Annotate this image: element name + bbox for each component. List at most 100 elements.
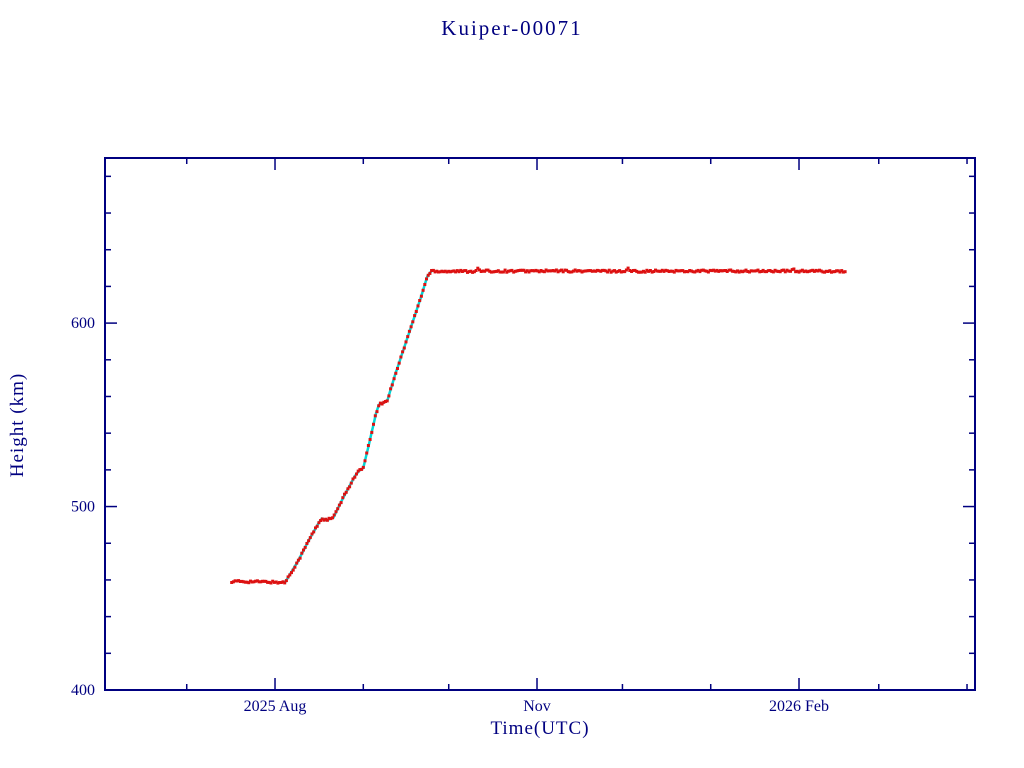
data-point [295,561,299,565]
data-point [759,270,763,273]
data-point [430,269,434,272]
data-point [736,269,739,273]
data-point [669,269,673,273]
data-point [689,269,693,273]
data-point [240,579,244,583]
data-point [695,269,698,273]
data-point [428,271,432,275]
data-point [319,519,323,522]
data-point [720,269,724,273]
data-point [828,269,832,273]
data-point [751,269,755,273]
data-point [271,579,275,583]
data-point [481,269,485,273]
data-point [613,269,616,273]
data-point [238,580,242,583]
data-point [727,268,731,272]
data-point [768,269,772,272]
data-point [763,270,767,274]
data-point [686,270,690,274]
data-point [594,269,598,273]
data-point [841,270,845,274]
data-point [317,521,321,525]
y-tick-label: 600 [71,315,95,332]
data-point [741,270,745,274]
x-tick-label: 2026 Feb [769,698,829,715]
data-point [672,270,676,274]
data-point [401,350,405,354]
data-point [353,475,357,479]
y-tick-label: 400 [71,682,95,699]
data-point [722,269,726,273]
data-point [592,269,596,273]
data-point [570,270,574,274]
data-point [676,269,680,273]
data-point [749,269,753,273]
data-point [450,269,454,273]
data-point [443,269,447,273]
plot-frame [104,157,976,691]
data-point [664,268,668,272]
data-point [411,320,415,324]
data-point [621,270,625,274]
data-point [312,530,316,534]
data-point [483,269,487,273]
data-point [626,266,630,270]
data-point [288,573,292,577]
data-point [657,269,661,273]
data-point [568,270,572,274]
data-point [683,270,686,274]
data-point [414,310,418,313]
data-point [382,400,386,404]
data-point [259,580,263,584]
data-point [614,270,618,274]
data-point [445,270,449,274]
data-point [744,268,748,272]
data-point [290,571,293,575]
data-point [546,269,550,273]
data-point [703,269,707,273]
data-point [698,270,702,274]
data-point [457,270,461,274]
data-point [531,269,534,273]
data-point [459,268,463,272]
data-point [633,268,637,272]
data-point [580,270,584,274]
data-point [710,269,714,273]
data-point [804,269,808,273]
data-point [590,269,594,273]
data-point [542,270,546,274]
data-point [325,518,329,522]
data-point [310,532,314,536]
data-point [231,580,235,584]
data-point [826,270,830,273]
data-point [604,269,608,273]
data-point [652,270,656,273]
data-point [544,268,548,272]
data-point [831,270,835,274]
data-point [286,575,290,579]
data-point [419,294,423,298]
data-point [416,304,420,308]
data-point [611,269,615,273]
data-point [361,465,365,469]
data-point [548,269,551,273]
data-point [748,270,751,274]
data-point [356,469,360,473]
data-point [713,269,717,273]
data-point [607,268,611,272]
x-tick-label: 2025 Aug [244,698,307,715]
data-point [462,269,466,273]
data-point [440,269,444,273]
data-point [618,269,622,273]
data-point [298,556,302,560]
data-point [519,268,522,272]
data-point [830,270,833,274]
data-point [589,269,592,273]
data-point [770,269,774,273]
data-point [472,270,476,274]
data-point [274,580,278,584]
data-point [708,268,712,272]
data-point [681,269,685,273]
data-point [455,269,459,273]
